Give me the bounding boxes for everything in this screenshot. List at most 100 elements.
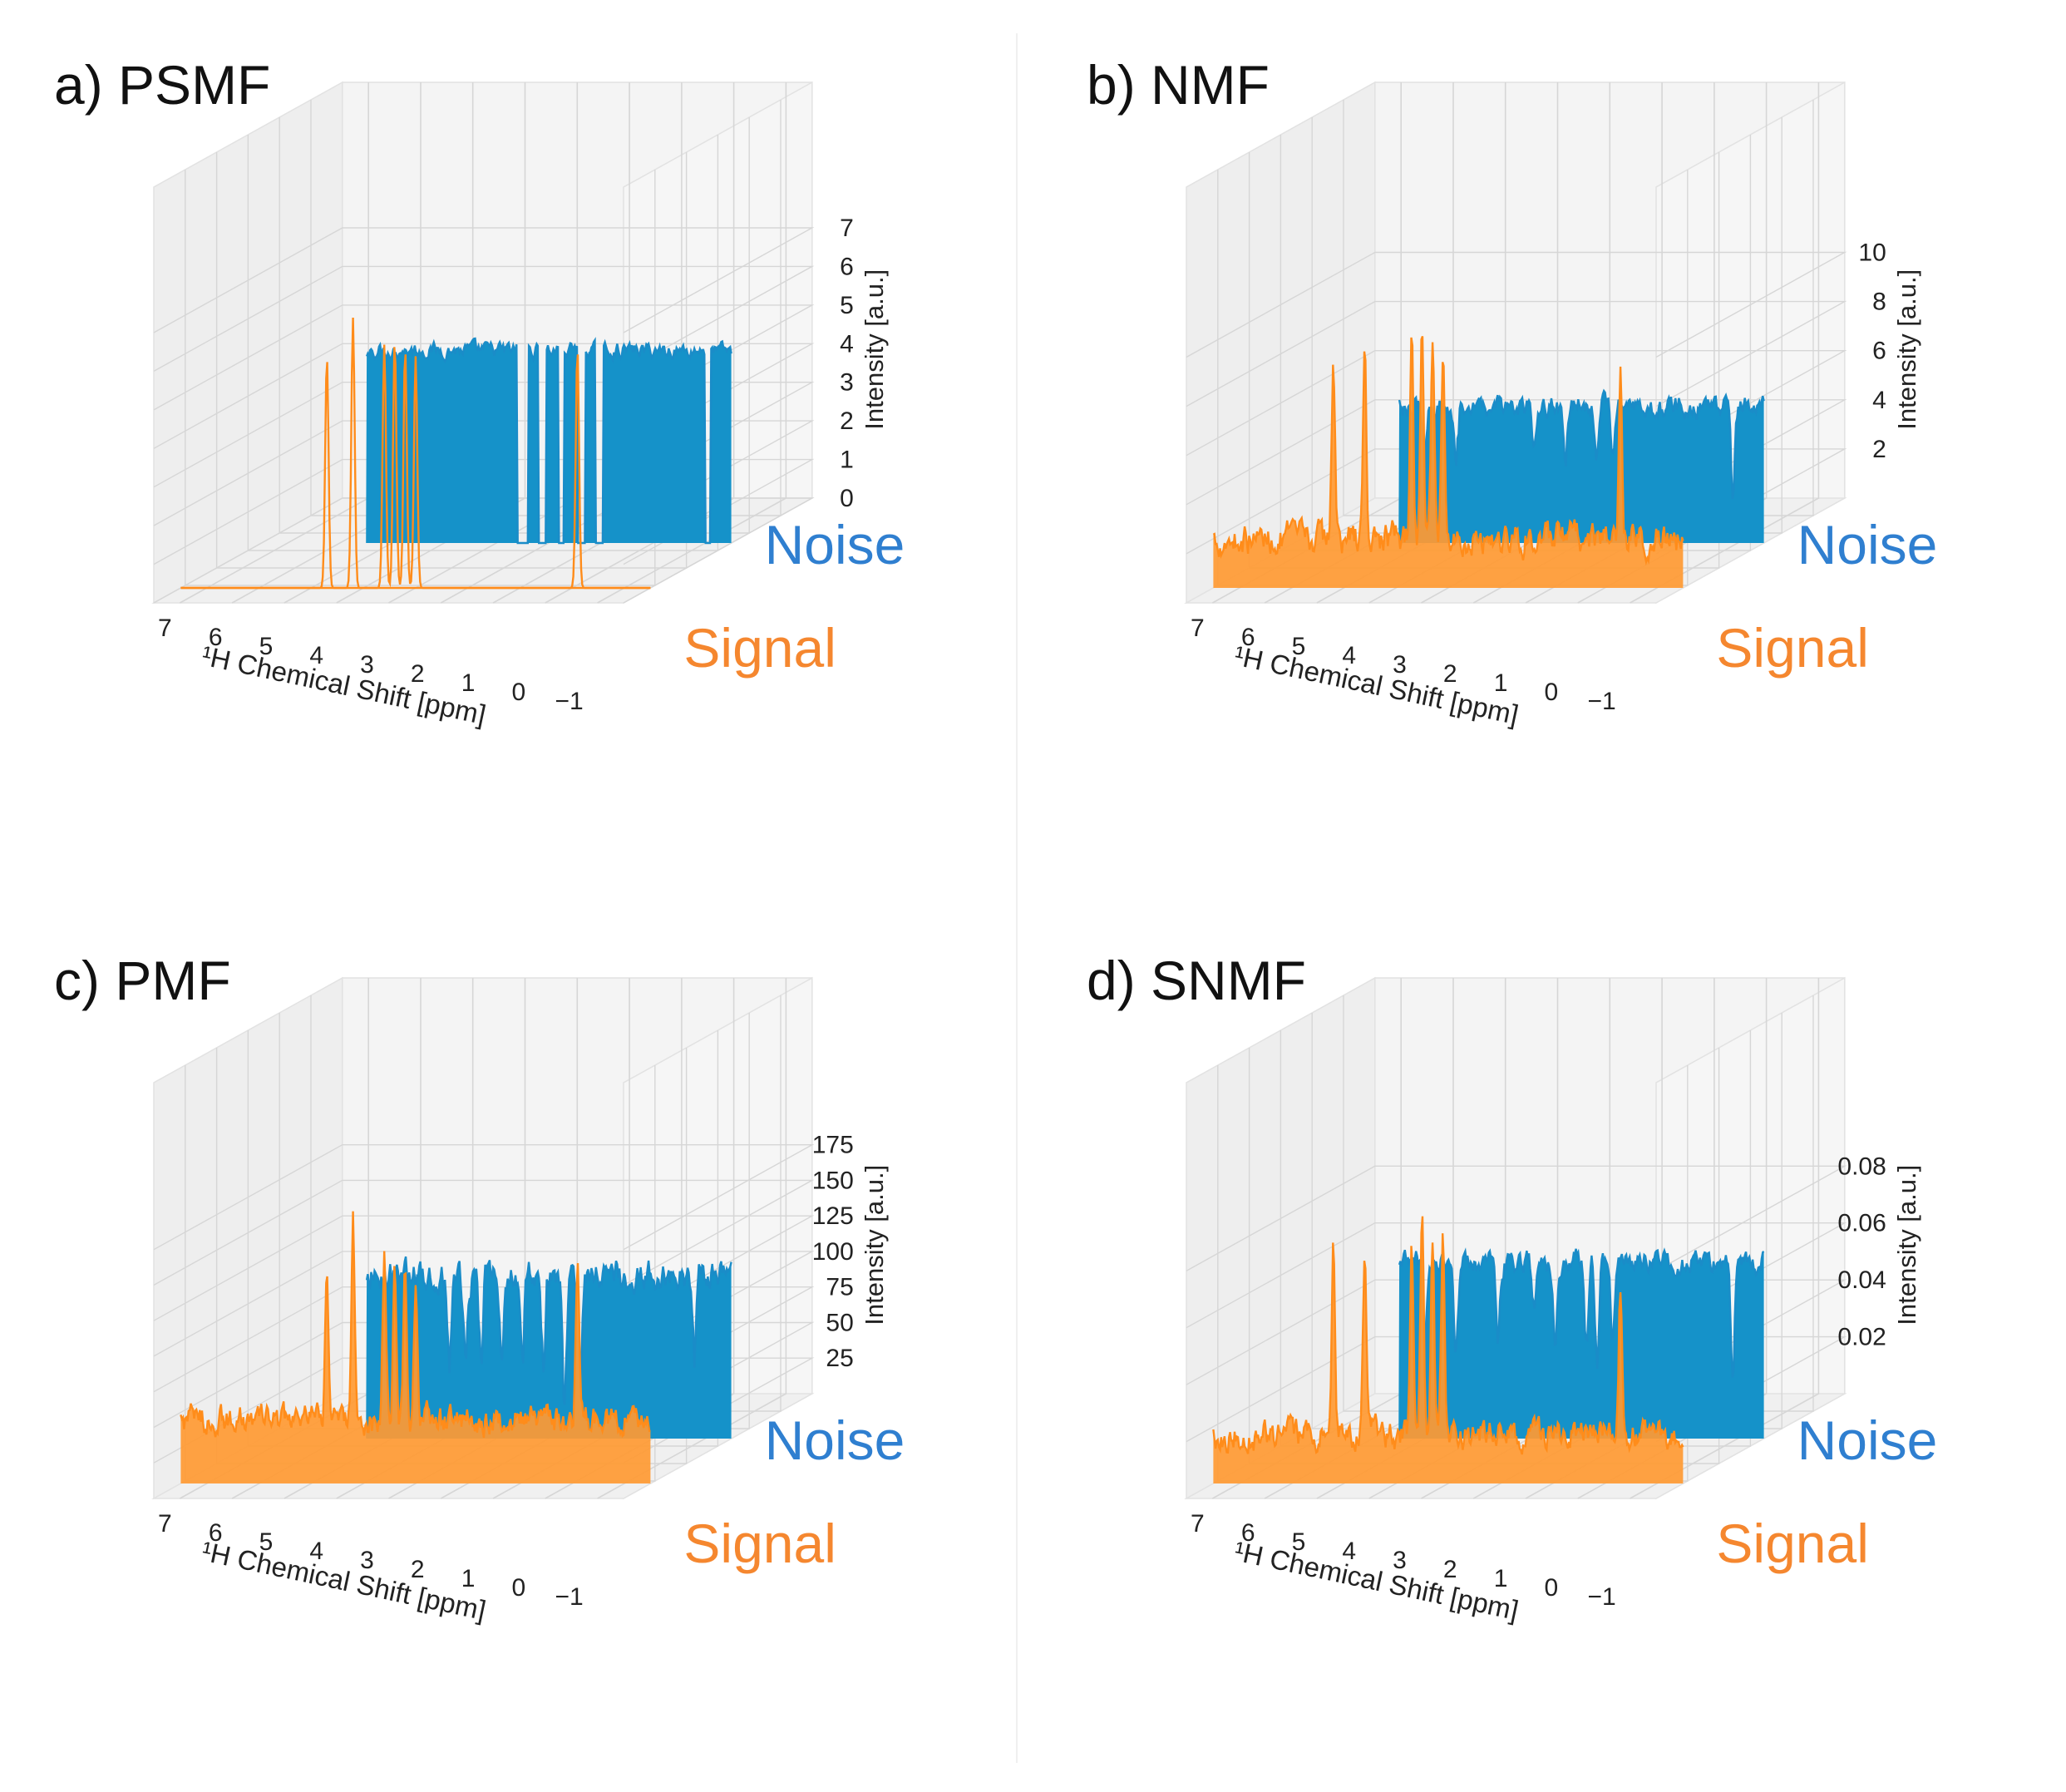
- grid-line-z: [153, 1144, 815, 1251]
- x-tick-label: 6: [209, 624, 223, 651]
- x-tick-label: −1: [555, 688, 584, 715]
- series-line-signal: [1212, 1216, 1684, 1455]
- x-tick-label: 5: [259, 633, 274, 660]
- z-tick-label: 75: [826, 1274, 853, 1301]
- x-tick-label: 7: [158, 615, 172, 642]
- z-tick-label: 4: [840, 330, 854, 358]
- z-tick-label: 8: [1872, 289, 1886, 316]
- x-tick-label: 5: [259, 1528, 274, 1556]
- x-tick-label: 3: [1393, 1547, 1407, 1574]
- x-tick-label: 5: [1292, 1528, 1306, 1556]
- grid-line-z: [1186, 350, 1847, 457]
- z-tick-label: 5: [840, 292, 854, 319]
- grid-line-z: [153, 227, 815, 333]
- x-tick-label: 2: [411, 1556, 425, 1583]
- x-tick-label: 4: [309, 642, 323, 669]
- legend-label-signal: Signal: [1716, 617, 1868, 679]
- series-line-signal: [180, 1211, 651, 1439]
- x-tick-label: 0: [511, 679, 525, 706]
- x-tick-label: 7: [1191, 615, 1205, 642]
- x-tick-label: 7: [1191, 1510, 1205, 1538]
- z-tick-label: 0.08: [1837, 1153, 1886, 1180]
- x-tick-label: 0: [1544, 679, 1558, 706]
- x-axis-label: ¹H Chemical Shift [ppm]: [199, 639, 489, 730]
- series-fill-signal: [180, 1211, 651, 1483]
- chart-panel-snmf: 7 6 5 4 3 2 1 0 −1 ¹H Chemical Shift [ppm] 0.02 0.0…: [1033, 896, 2065, 1791]
- x-axis-label: ¹H Chemical Shift [ppm]: [1231, 1535, 1521, 1626]
- z-axis-label: Intensity [a.u.]: [1892, 269, 1921, 430]
- grid-line-z: [1186, 300, 1847, 407]
- x-tick-label: 1: [1494, 669, 1508, 697]
- z-axis-label: Intensity [a.u.]: [860, 1165, 889, 1325]
- axes-3d: 7 6 5 4 3 2 1 0 −1 ¹H Chemical Shift [ppm] 0.02 0.0…: [1087, 950, 1937, 1626]
- grid-line-z: [153, 265, 815, 373]
- z-tick-label: 0: [840, 485, 854, 512]
- series-line-noise: [365, 1256, 732, 1405]
- grid-line-z: [153, 1215, 815, 1321]
- series-fill-noise: [1398, 1248, 1764, 1439]
- x-axis-label: ¹H Chemical Shift [ppm]: [199, 1535, 489, 1626]
- z-axis-label: Intensity [a.u.]: [860, 269, 889, 430]
- x-tick-label: 6: [1241, 624, 1255, 651]
- legend-label-noise: Noise: [765, 1409, 905, 1471]
- x-tick-label: 4: [1342, 1538, 1356, 1565]
- z-tick-label: 2: [840, 407, 854, 435]
- x-tick-label: 3: [1393, 651, 1407, 679]
- x-tick-label: 6: [209, 1519, 223, 1547]
- z-tick-label: 0.04: [1837, 1266, 1886, 1294]
- z-tick-label: 0.02: [1837, 1324, 1886, 1351]
- chart-panel-psmf: 7 6 5 4 3 2 1 0 −1 ¹H Chemical Shift [ppm] 0 1 2 3 4 5 6…: [0, 0, 1033, 896]
- panel-title: c) PMF: [54, 950, 231, 1011]
- axes-3d: 7 6 5 4 3 2 1 0 −1 ¹H Chemical Shift [ppm] 0 1 2 3 4 5 6…: [54, 54, 905, 730]
- z-tick-label: 6: [1872, 338, 1886, 365]
- x-tick-label: 4: [309, 1538, 323, 1565]
- x-tick-label: 1: [461, 669, 476, 697]
- z-tick-label: 2: [1872, 436, 1886, 463]
- legend-label-noise: Noise: [1797, 514, 1938, 575]
- series-fill-signal: [1213, 1216, 1684, 1483]
- x-tick-label: 0: [511, 1574, 525, 1602]
- x-tick-label: 2: [1443, 660, 1457, 688]
- legend-label-noise: Noise: [765, 514, 905, 575]
- grid-line-z: [1186, 251, 1847, 358]
- axes-3d: 7 6 5 4 3 2 1 0 −1 ¹H Chemical Shift [ppm] 25 50 75 1…: [54, 950, 905, 1626]
- z-tick-label: 10: [1858, 239, 1886, 267]
- x-tick-label: 4: [1342, 642, 1356, 669]
- series-line-noise: [1398, 1247, 1765, 1378]
- x-tick-label: 2: [1443, 1556, 1457, 1583]
- chart-3d-pmf: 7 6 5 4 3 2 1 0 −1 ¹H Chemical Shift [ppm] 25 50 75 1…: [54, 950, 905, 1626]
- z-tick-label: 100: [812, 1238, 854, 1266]
- grid-line-z: [153, 1179, 815, 1286]
- x-axis-label: ¹H Chemical Shift [ppm]: [1231, 639, 1521, 730]
- chart-panel-nmf: 7 6 5 4 3 2 1 0 −1 ¹H Chemical Shift [ppm] 2 4 6 8 10 I…: [1033, 0, 2065, 896]
- legend-label-signal: Signal: [1716, 1513, 1868, 1574]
- z-tick-label: 0.06: [1837, 1210, 1886, 1237]
- series-line-noise: [1398, 388, 1765, 499]
- panel-title: b) NMF: [1087, 54, 1270, 116]
- panel-title: d) SNMF: [1087, 950, 1306, 1011]
- panel-separator: [1016, 33, 1018, 1763]
- axes-3d: 7 6 5 4 3 2 1 0 −1¹H Chemical Shift [ppm]246810I…: [1087, 54, 1937, 730]
- z-tick-label: 6: [840, 253, 854, 280]
- series-line-signal: [1212, 335, 1684, 566]
- x-tick-label: 5: [1292, 633, 1306, 660]
- chart-3d-psmf: 7 6 5 4 3 2 1 0 −1 ¹H Chemical Shift [ppm] 0 1 2 3 4 5 6…: [54, 54, 905, 730]
- x-tick-label: 1: [461, 1565, 476, 1592]
- z-tick-label: 3: [840, 369, 854, 397]
- z-axis-label: Intensity [a.u.]: [1892, 1165, 1921, 1325]
- legend-label-signal: Signal: [683, 617, 836, 679]
- chart-3d-snmf: 7 6 5 4 3 2 1 0 −1 ¹H Chemical Shift [ppm] 0.02 0.0…: [1087, 950, 1937, 1626]
- series-fill-noise: [366, 338, 732, 543]
- x-tick-label: 0: [1544, 1574, 1558, 1602]
- z-tick-label: 1: [840, 447, 854, 474]
- z-tick-label: 4: [1872, 387, 1886, 414]
- series-line-noise: [365, 337, 732, 545]
- series-fill-signal: [1213, 336, 1684, 588]
- series-fill-noise: [366, 1256, 732, 1439]
- x-tick-label: 2: [411, 660, 425, 688]
- panel-title: a) PSMF: [54, 54, 270, 116]
- x-tick-label: 1: [1494, 1565, 1508, 1592]
- grid-line-z: [1186, 1165, 1847, 1271]
- x-tick-label: 3: [360, 651, 374, 679]
- grid-line-depth: [247, 135, 719, 551]
